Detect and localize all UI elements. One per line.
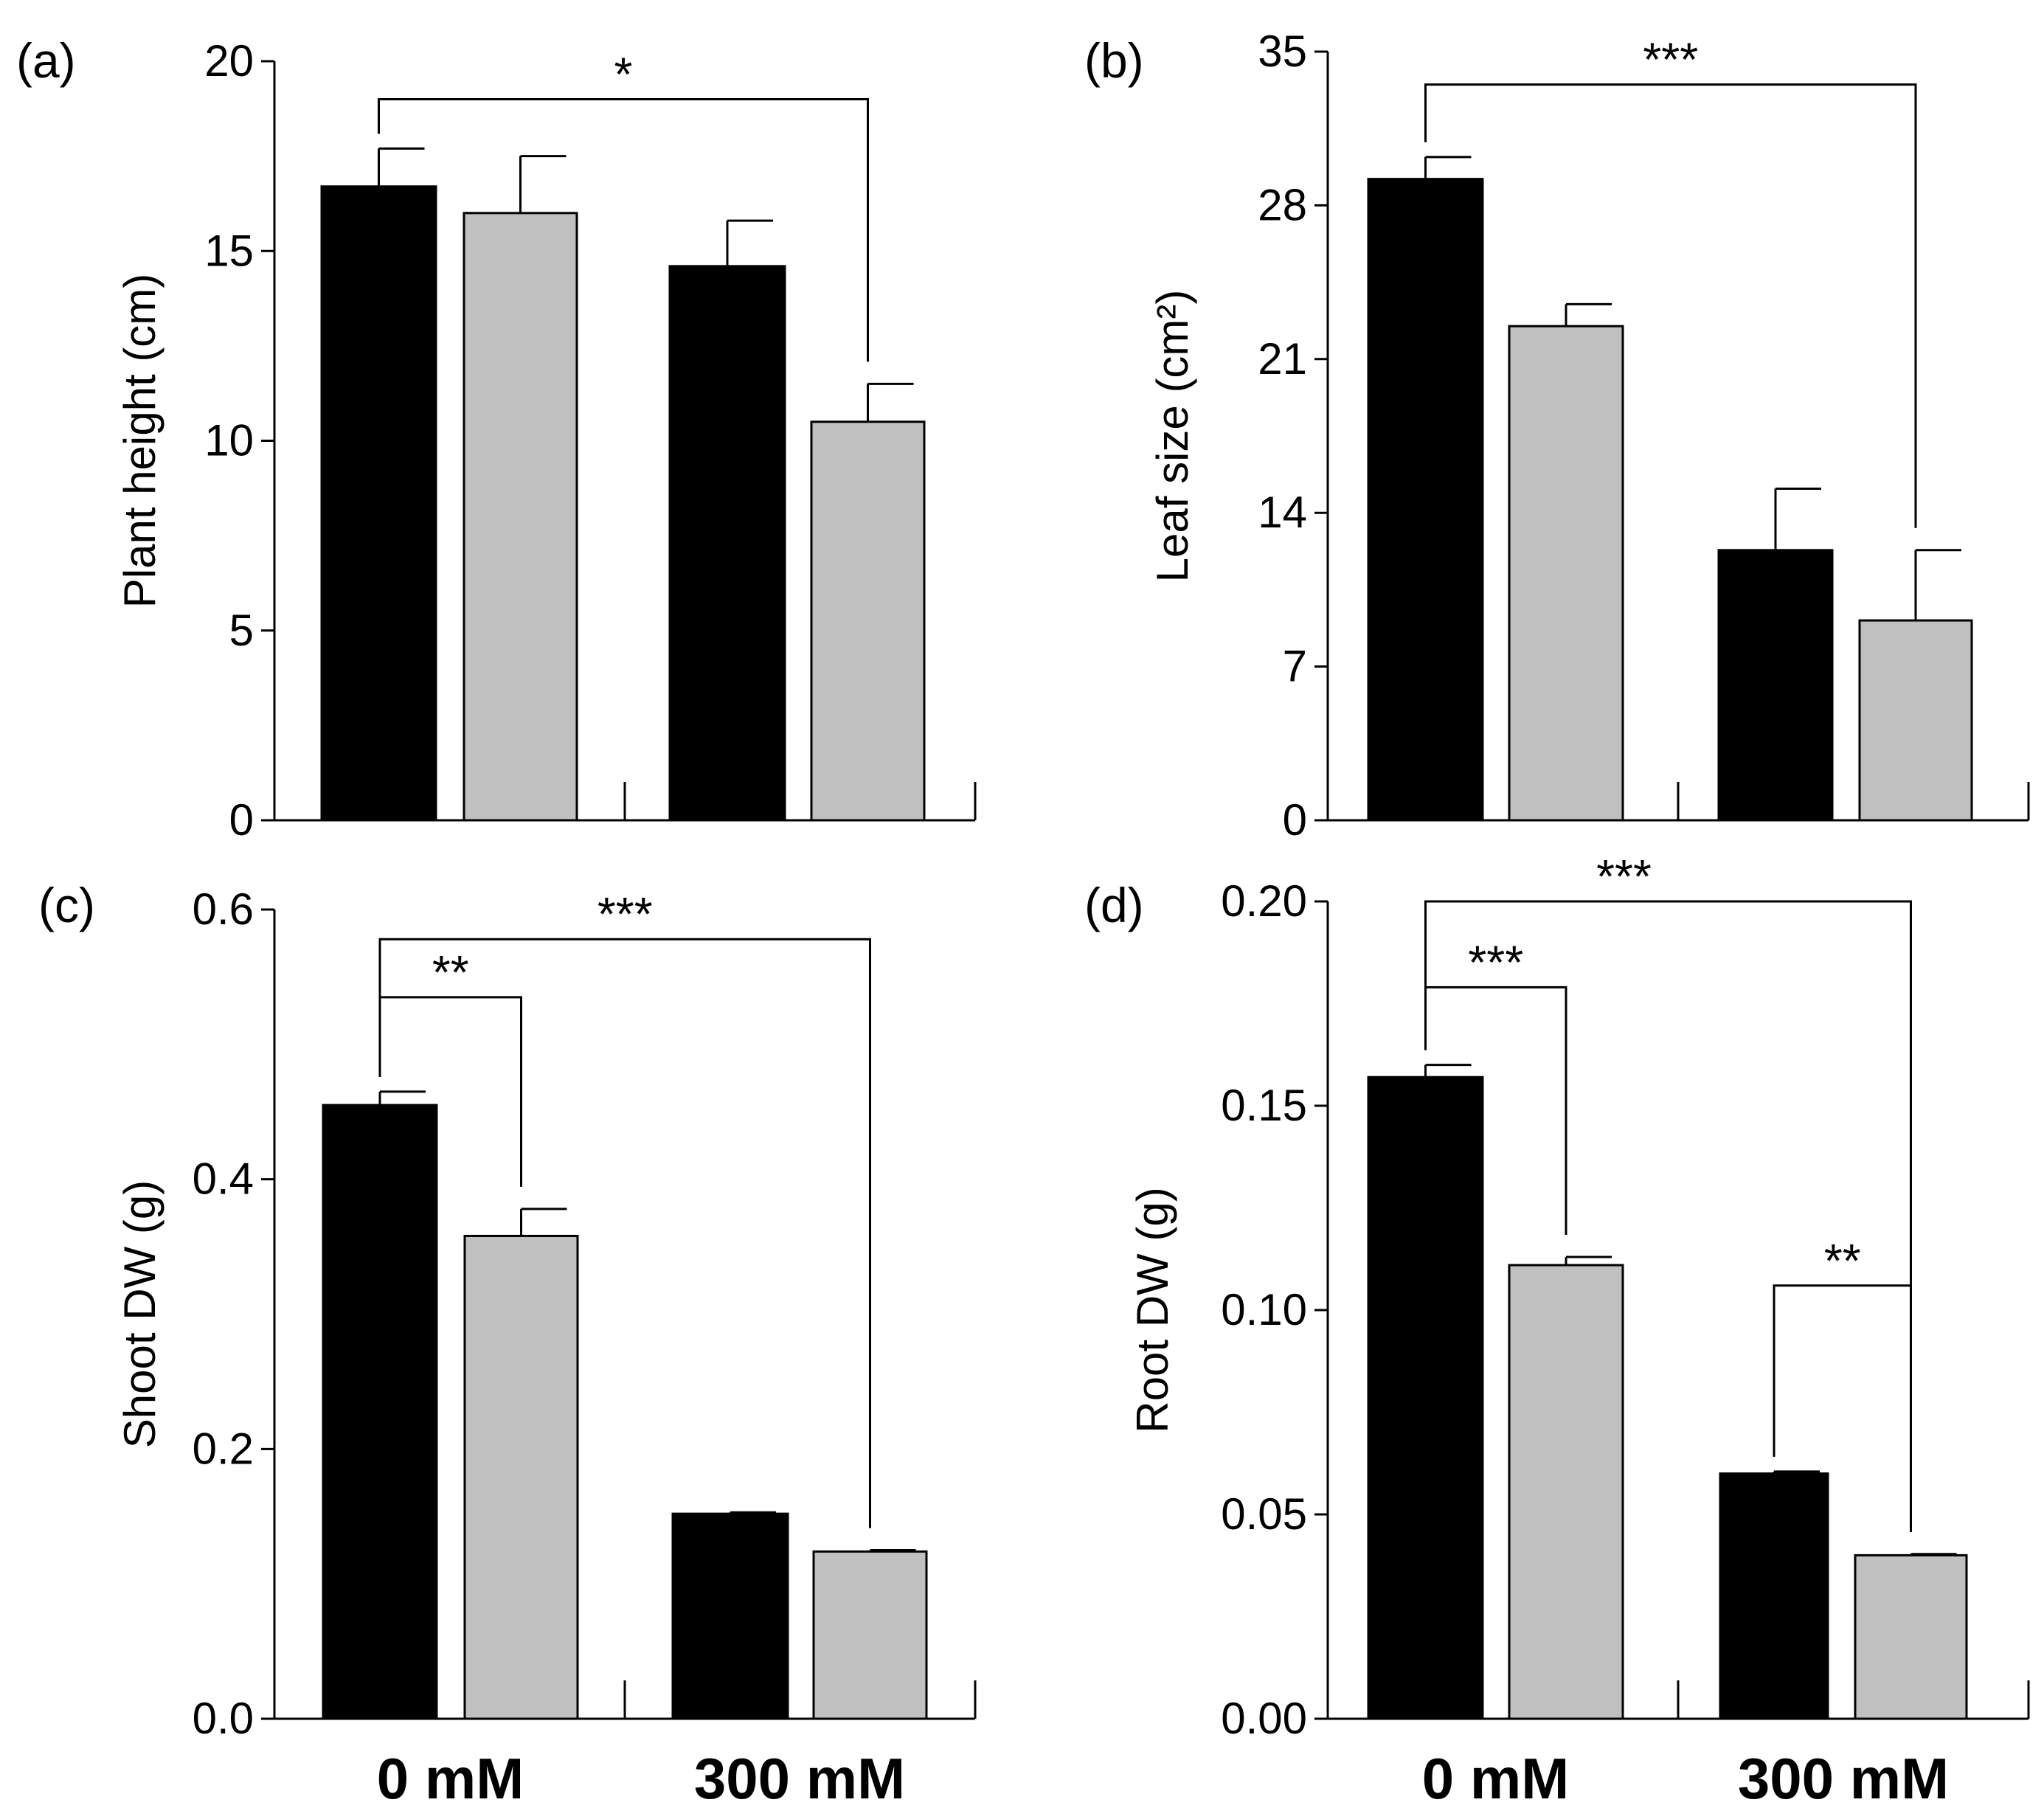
error-bar-black-2 [726,219,773,266]
significance-bracket [1773,1284,1912,1532]
y-tick-label: 0.0 [193,1694,254,1743]
bar-gray-1 [1508,325,1624,822]
significance-label: ** [432,946,469,999]
bar-gray-2 [812,1550,928,1720]
y-tick-label: 28 [1258,180,1307,229]
y-tick-label: 7 [1283,642,1307,691]
significance-bracket [378,97,869,362]
significance-bracket [378,938,871,1528]
panel-c: 0.00.20.40.6*****Shoot DW (g)(c)0 mM 300 … [38,878,977,1808]
y-tick-label: 20 [204,36,254,86]
y-tick-label: 0 [1283,795,1307,845]
bar-gray-1 [463,212,578,822]
y-axis-title: Leaf size (cm²) [1148,290,1197,583]
y-tick-label: 5 [229,606,254,655]
bar-black-2 [1717,549,1834,822]
significance-label: *** [1468,935,1523,988]
y-tick-label: 0.6 [193,884,254,934]
y-axis-title: Plant height (cm) [115,274,164,609]
x-category-label: 0 mM [377,1746,524,1808]
bar-gray-1 [463,1234,579,1720]
error-bar-black-1 [1424,1064,1472,1078]
y-tick-label: 15 [204,226,254,275]
y-axis-title: Shoot DW (g) [115,1180,164,1448]
x-category-label: 0 mM [1422,1746,1569,1808]
error-bar-black-2 [1774,487,1821,550]
y-tick-label: 35 [1258,27,1307,76]
y-tick-label: 0 [229,795,254,845]
bar-black-1 [1367,178,1484,822]
significance-label: *** [1596,850,1652,903]
error-bar-gray-2 [867,382,914,422]
y-tick-label: 0.00 [1221,1694,1307,1743]
panel-d: 0.000.050.100.150.20********Root DW (g)(… [1084,850,2030,1808]
y-tick-label: 21 [1258,334,1307,384]
panel-label: (c) [38,878,95,932]
bar-black-2 [1719,1472,1829,1720]
error-bar-black-1 [378,1090,426,1106]
y-tick-label: 14 [1258,488,1307,537]
error-bar-gray-2 [1914,549,1961,621]
bar-gray-2 [1854,1554,1968,1720]
bar-gray-1 [1508,1264,1624,1720]
bar-gray-2 [810,420,926,822]
y-tick-label: 0.10 [1221,1285,1307,1334]
error-bar-black-2 [729,1511,776,1514]
error-bar-black-2 [1773,1470,1820,1474]
significance-label: * [614,47,633,100]
x-category-label: 300 mM [1738,1746,1949,1808]
error-bar-gray-2 [1910,1553,1957,1556]
significance-label: *** [597,887,653,941]
error-bar-gray-1 [519,155,567,213]
y-tick-label: 10 [204,416,254,465]
bar-black-1 [1367,1076,1484,1720]
y-axis-title: Root DW (g) [1128,1187,1177,1433]
error-bar-gray-1 [520,1208,567,1236]
significance-bracket [1424,900,1912,1532]
y-tick-label: 0.20 [1221,876,1307,926]
significance-label: ** [1824,1234,1861,1287]
error-bar-gray-1 [1565,1255,1612,1266]
error-bar-gray-1 [1565,302,1612,327]
bar-black-1 [322,1104,438,1720]
bar-black-1 [320,185,437,822]
bar-gray-2 [1858,619,1973,822]
panel-b: 0 7 14 21 28 35 *** Leaf size (cm²) (b) [1084,27,2030,845]
panel-a: 0 5 10 15 20 * Plant height (cm) (a) [16,33,977,845]
y-tick-label: 0.2 [193,1424,254,1473]
panel-label: (d) [1084,878,1144,932]
bar-black-2 [668,265,786,822]
y-tick-label: 0.05 [1221,1489,1307,1539]
error-bar-black-1 [1424,156,1472,179]
significance-label: *** [1643,33,1698,86]
y-tick-label: 0.15 [1221,1081,1307,1130]
error-bar-gray-2 [869,1548,916,1552]
error-bar-black-1 [378,147,425,187]
y-tick-label: 0.4 [193,1154,254,1204]
significance-bracket [1424,83,1917,528]
panel-label: (b) [1084,33,1144,88]
bar-black-2 [671,1512,789,1720]
panel-label: (a) [16,33,76,88]
x-category-label: 300 mM [694,1746,905,1808]
